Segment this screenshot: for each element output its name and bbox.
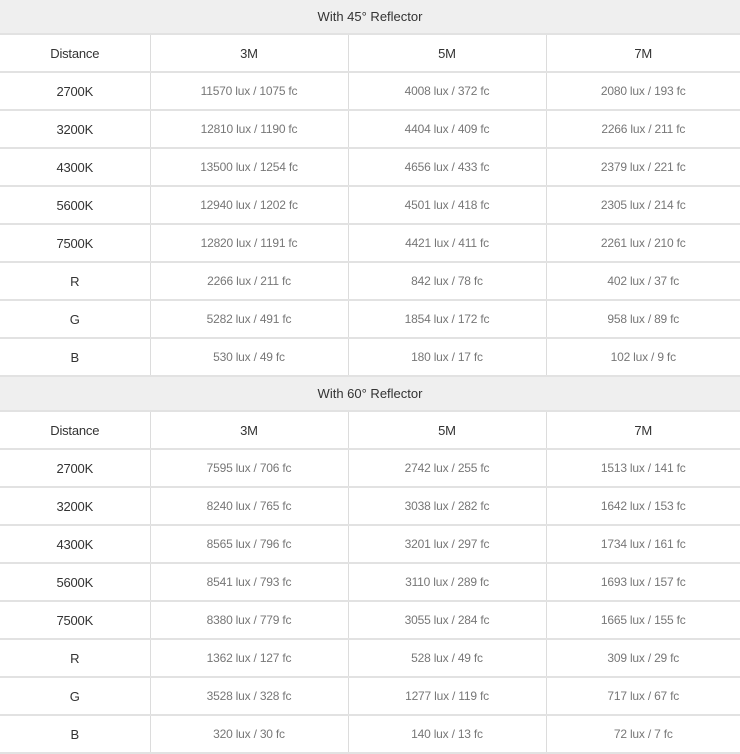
table-row: 4300K 8565 lux / 796 fc 3201 lux / 297 fc 1… [0,525,740,564]
table-cell: 8380 lux / 779 fc [150,601,349,640]
table-cell: 2266 lux / 211 fc [150,262,349,301]
table-cell: 4404 lux / 409 fc [348,110,547,149]
table-cell: 2261 lux / 210 fc [546,224,740,263]
row-label: B [0,338,151,377]
section-title: With 45° Reflector [0,0,740,35]
table-cell: 1277 lux / 119 fc [348,677,547,716]
row-label: 7500K [0,224,151,263]
table-cell: 2080 lux / 193 fc [546,72,740,111]
table-cell: 717 lux / 67 fc [546,677,740,716]
table-row: 7500K 8380 lux / 779 fc 3055 lux / 284 fc 1… [0,601,740,640]
table-cell: 309 lux / 29 fc [546,639,740,678]
table-cell: 140 lux / 13 fc [348,715,547,754]
row-label: R [0,262,151,301]
row-label: B [0,715,151,754]
row-label: 2700K [0,72,151,111]
table-cell: 102 lux / 9 fc [546,338,740,377]
row-label: 3200K [0,110,151,149]
table-cell: 4501 lux / 418 fc [348,186,547,225]
table-cell: 4008 lux / 372 fc [348,72,547,111]
table-cell: 530 lux / 49 fc [150,338,349,377]
table-cell: 2742 lux / 255 fc [348,449,547,488]
table-cell: 12820 lux / 1191 fc [150,224,349,263]
row-label: 5600K [0,186,151,225]
table-cell: 11570 lux / 1075 fc [150,72,349,111]
table-row: G 3528 lux / 328 fc 1277 lux / 119 fc 717 l… [0,677,740,716]
table-cell: 958 lux / 89 fc [546,300,740,339]
table-cell: 8240 lux / 765 fc [150,487,349,526]
table-cell: 8565 lux / 796 fc [150,525,349,564]
column-header: 7M [546,412,740,450]
table-cell: 1734 lux / 161 fc [546,525,740,564]
table-row: 2700K 11570 lux / 1075 fc 4008 lux / 372 f… [0,72,740,111]
table-cell: 7595 lux / 706 fc [150,449,349,488]
table-cell: 2266 lux / 211 fc [546,110,740,149]
illuminance-table: Distance 3M 5M 7M 2700K 11570 lux / 1075 fc 40… [0,35,740,377]
column-header: Distance [0,35,151,73]
table-row: 2700K 7595 lux / 706 fc 2742 lux / 255 fc 1… [0,449,740,488]
table-cell: 3110 lux / 289 fc [348,563,547,602]
table-cell: 3528 lux / 328 fc [150,677,349,716]
column-header: 3M [150,35,349,73]
row-label: 2700K [0,449,151,488]
table-cell: 3038 lux / 282 fc [348,487,547,526]
table-cell: 842 lux / 78 fc [348,262,547,301]
table-cell: 1693 lux / 157 fc [546,563,740,602]
row-label: 7500K [0,601,151,640]
table-cell: 13500 lux / 1254 fc [150,148,349,187]
section-title: With 60° Reflector [0,377,740,412]
table-row: 4300K 13500 lux / 1254 fc 4656 lux / 433 f… [0,148,740,187]
table-cell: 528 lux / 49 fc [348,639,547,678]
table-cell: 72 lux / 7 fc [546,715,740,754]
table-cell: 4421 lux / 411 fc [348,224,547,263]
table-row: R 2266 lux / 211 fc 842 lux / 78 fc 402 lux… [0,262,740,301]
table-header-row: Distance 3M 5M 7M [0,35,740,73]
table-row: G 5282 lux / 491 fc 1854 lux / 172 fc 958 l… [0,300,740,339]
row-label: G [0,677,151,716]
table-cell: 1513 lux / 141 fc [546,449,740,488]
table-row: 7500K 12820 lux / 1191 fc 4421 lux / 411 f… [0,224,740,263]
table-cell: 1642 lux / 153 fc [546,487,740,526]
column-header: 5M [348,412,547,450]
column-header: Distance [0,412,151,450]
table-row: 3200K 12810 lux / 1190 fc 4404 lux / 409 f… [0,110,740,149]
table-cell: 8541 lux / 793 fc [150,563,349,602]
table-cell: 4656 lux / 433 fc [348,148,547,187]
table-cell: 1362 lux / 127 fc [150,639,349,678]
row-label: 3200K [0,487,151,526]
row-label: G [0,300,151,339]
table-cell: 1854 lux / 172 fc [348,300,547,339]
table-cell: 3055 lux / 284 fc [348,601,547,640]
table-cell: 12940 lux / 1202 fc [150,186,349,225]
table-row: 5600K 12940 lux / 1202 fc 4501 lux / 418 f… [0,186,740,225]
table-row: R 1362 lux / 127 fc 528 lux / 49 fc 309 lux… [0,639,740,678]
row-label: 5600K [0,563,151,602]
table-row: B 320 lux / 30 fc 140 lux / 13 fc 72 lux / … [0,715,740,754]
illuminance-table: Distance 3M 5M 7M 2700K 7595 lux / 706 fc 2742… [0,412,740,754]
table-cell: 3201 lux / 297 fc [348,525,547,564]
reflector-section: With 60° Reflector Distance 3M 5M 7M 2700K 759… [0,377,740,754]
table-row: B 530 lux / 49 fc 180 lux / 17 fc 102 lux /… [0,338,740,377]
reflector-section: With 45° Reflector Distance 3M 5M 7M 2700K 115… [0,0,740,377]
row-label: R [0,639,151,678]
column-header: 5M [348,35,547,73]
row-label: 4300K [0,525,151,564]
table-cell: 5282 lux / 491 fc [150,300,349,339]
table-cell: 2305 lux / 214 fc [546,186,740,225]
table-cell: 402 lux / 37 fc [546,262,740,301]
table-cell: 320 lux / 30 fc [150,715,349,754]
column-header: 7M [546,35,740,73]
table-row: 5600K 8541 lux / 793 fc 3110 lux / 289 fc 1… [0,563,740,602]
table-cell: 1665 lux / 155 fc [546,601,740,640]
table-cell: 180 lux / 17 fc [348,338,547,377]
table-header-row: Distance 3M 5M 7M [0,412,740,450]
table-cell: 12810 lux / 1190 fc [150,110,349,149]
row-label: 4300K [0,148,151,187]
table-cell: 2379 lux / 221 fc [546,148,740,187]
column-header: 3M [150,412,349,450]
table-row: 3200K 8240 lux / 765 fc 3038 lux / 282 fc 1… [0,487,740,526]
